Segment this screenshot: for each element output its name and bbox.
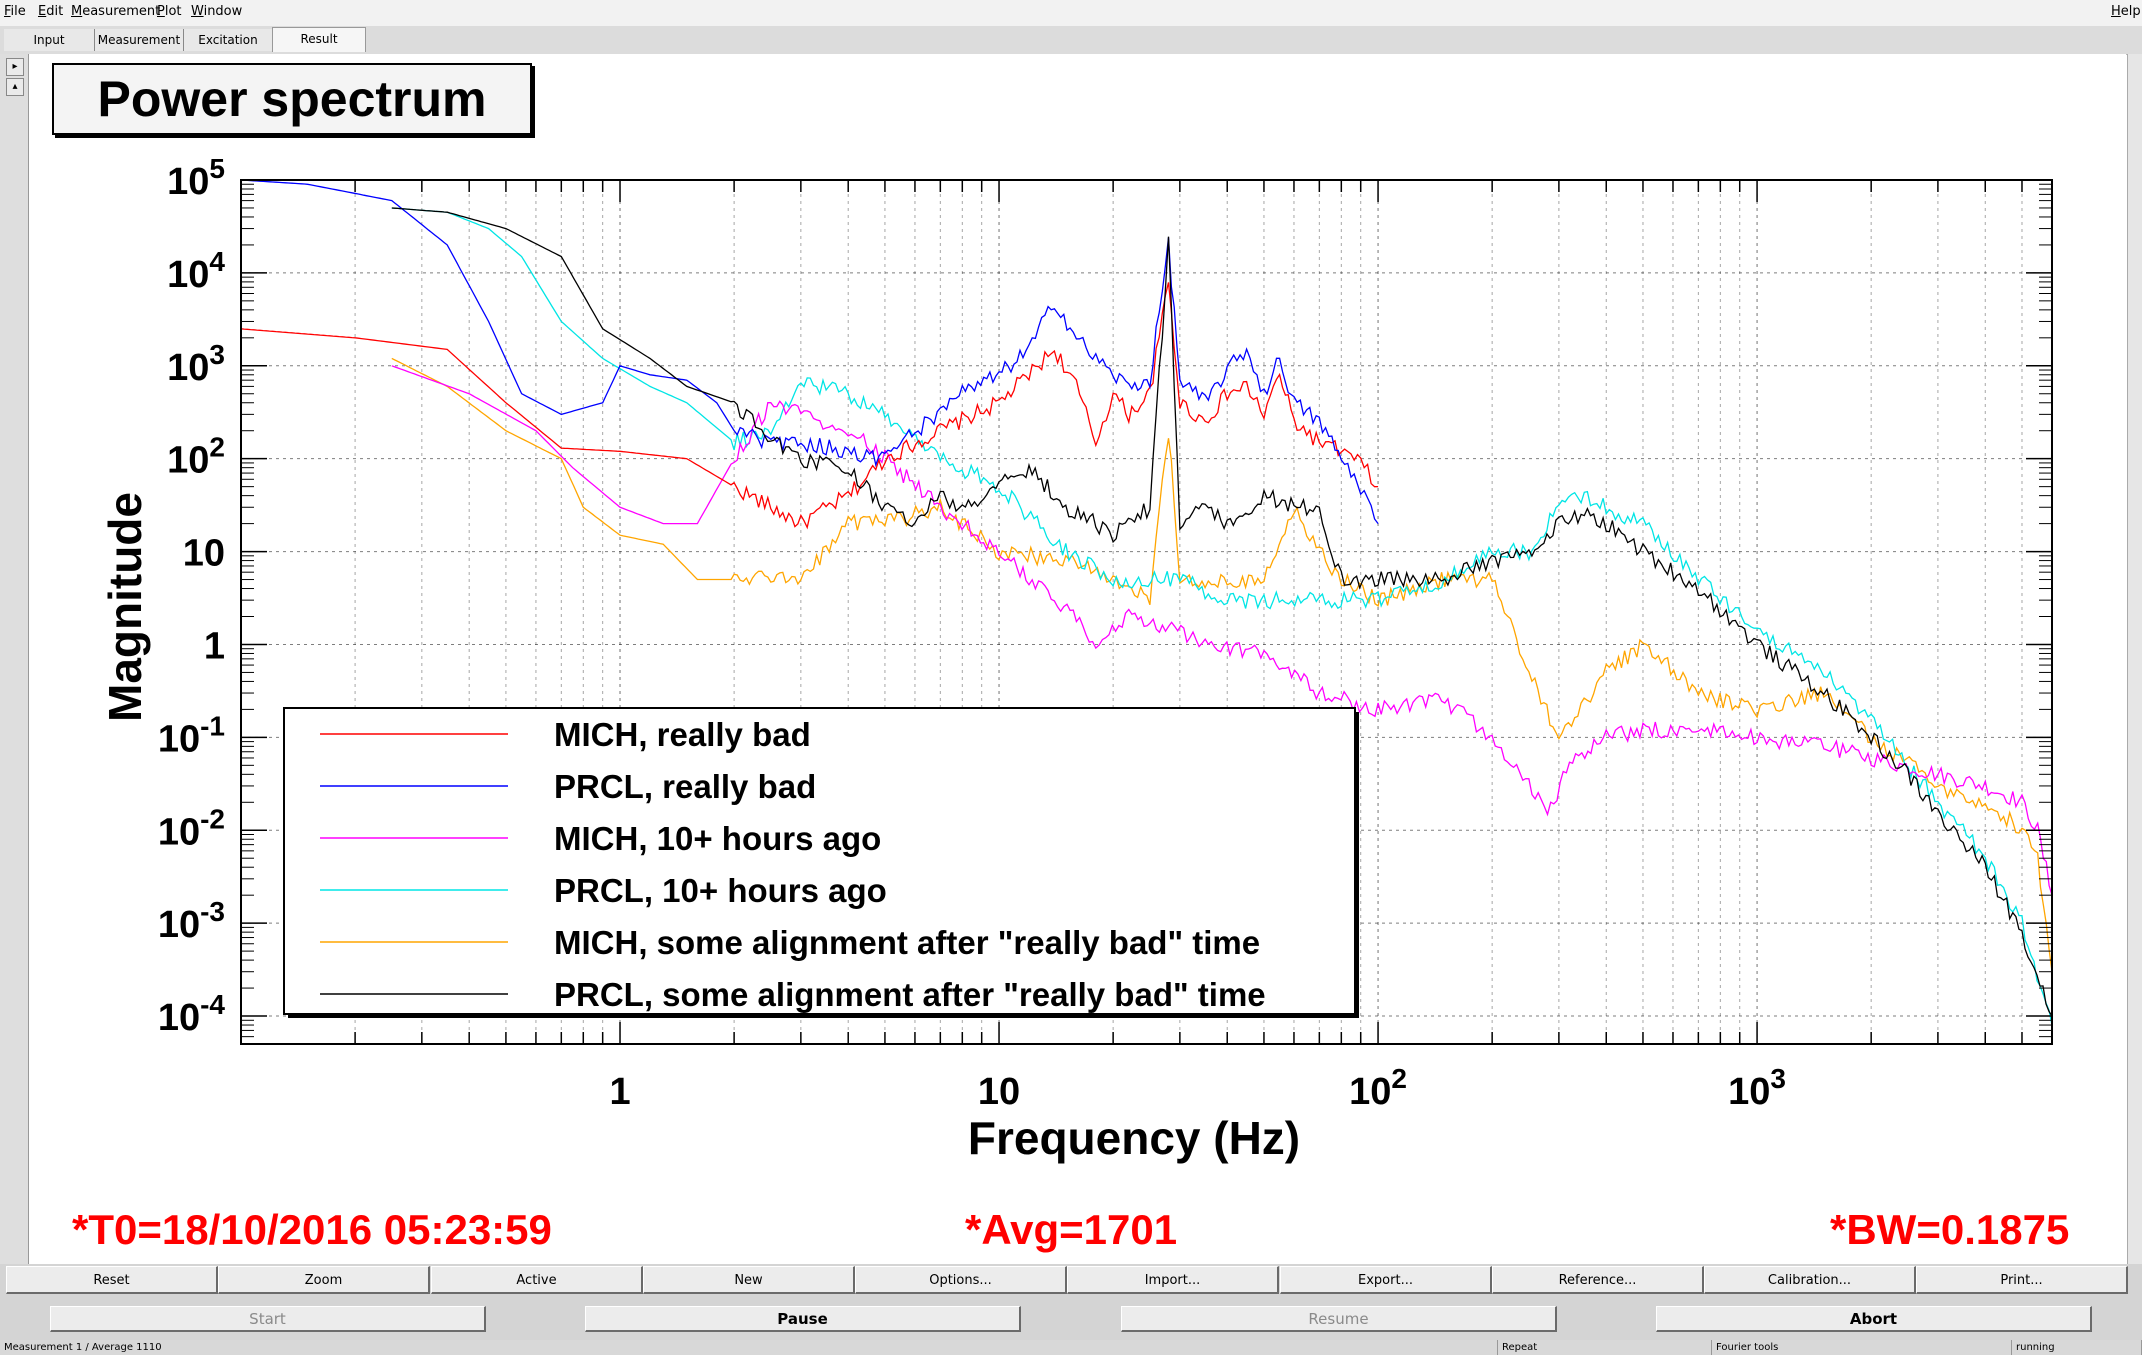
y-tick-label: 10-3 (158, 896, 225, 946)
export-button[interactable]: Export... (1280, 1266, 1492, 1294)
bw-label: *BW=0.1875 (1830, 1206, 2070, 1253)
plot-title-box: Power spectrum (52, 63, 532, 135)
x-tick-label: 10 (978, 1071, 1020, 1113)
menu-measurement[interactable]: Measurement (71, 4, 161, 19)
legend-label: PRCL, some alignment after "really bad" … (554, 976, 1266, 1013)
reference-button[interactable]: Reference... (1492, 1266, 1704, 1294)
status-state: running (2012, 1340, 2142, 1355)
y-tick-label: 103 (167, 339, 225, 389)
legend-label: MICH, really bad (554, 716, 811, 753)
y-tick-label: 10-2 (158, 803, 225, 853)
status-tools: Fourier tools (1712, 1340, 2012, 1355)
y-tick-label: 10-1 (158, 710, 225, 760)
zoom-button[interactable]: Zoom (218, 1266, 430, 1294)
status-measurement: Measurement 1 / Average 1110 (0, 1340, 1498, 1355)
y-tick-label: 105 (167, 153, 225, 203)
series-line (391, 357, 2053, 972)
legend-box (283, 707, 1356, 1015)
left-gutter: ▸ ▴ (0, 54, 29, 1264)
x-tick-label: 102 (1349, 1063, 1407, 1113)
plot-title: Power spectrum (97, 71, 487, 127)
active-button[interactable]: Active (431, 1266, 643, 1294)
y-tick-label: 1 (204, 625, 225, 667)
legend-label: MICH, some alignment after "really bad" … (554, 924, 1260, 961)
y-tick-label: 10-4 (158, 989, 226, 1039)
resume-button[interactable]: Resume (1121, 1306, 1557, 1332)
series-line (391, 207, 2053, 1017)
plot-canvas: 1 10 102 103 105 104 103 102 10 1 10-1 10-2 10-3 10-4… (29, 54, 2126, 1264)
chart: 1 10 102 10310510410310210110-110-210-310-4… (99, 153, 2053, 1164)
scroll-right-icon[interactable]: ▸ (6, 58, 24, 76)
tab-bar: Input Measurement Excitation Result (0, 26, 2142, 55)
legend-label: PRCL, 10+ hours ago (554, 872, 887, 909)
t0-label: *T0=18/10/2016 05:23:59 (72, 1206, 552, 1253)
menu-bar: File Edit Measurement Plot Window Help (0, 0, 2142, 26)
avg-label: *Avg=1701 (965, 1206, 1178, 1253)
x-tick-label: 1 (609, 1071, 630, 1113)
import-button[interactable]: Import... (1067, 1266, 1279, 1294)
y-axis-label: Magnitude (99, 492, 151, 722)
menu-edit[interactable]: Edit (38, 4, 64, 19)
pause-button[interactable]: Pause (585, 1306, 1021, 1332)
menu-window[interactable]: Window (191, 4, 243, 19)
plot-frame (240, 179, 2053, 1045)
series-line (391, 207, 2053, 1026)
calibration-button[interactable]: Calibration... (1704, 1266, 1916, 1294)
tab-measurement[interactable]: Measurement (95, 29, 184, 51)
series-group (240, 179, 2053, 1026)
toolbar-row: Reset Zoom Active New Options... Import.… (0, 1264, 2142, 1298)
start-button[interactable]: Start (50, 1306, 486, 1332)
series-line (240, 179, 1379, 524)
print-button[interactable]: Print... (1916, 1266, 2128, 1294)
y-tick-label: 102 (167, 432, 225, 482)
right-scrollbar[interactable] (2127, 54, 2142, 1264)
new-button[interactable]: New (643, 1266, 855, 1294)
legend-label: PRCL, really bad (554, 768, 816, 805)
y-tick-label: 104 (167, 246, 225, 296)
tab-result[interactable]: Result (272, 27, 366, 52)
scroll-up-icon[interactable]: ▴ (6, 78, 24, 96)
menu-plot[interactable]: Plot (157, 4, 182, 19)
status-repeat: Repeat (1498, 1340, 1712, 1355)
y-tick-label: 10 (183, 533, 225, 575)
menu-file[interactable]: File (4, 4, 26, 19)
menu-help[interactable]: Help (2111, 4, 2141, 19)
abort-button[interactable]: Abort (1656, 1306, 2092, 1332)
tab-input[interactable]: Input (4, 29, 95, 51)
reset-button[interactable]: Reset (6, 1266, 218, 1294)
series-line (391, 365, 2053, 896)
options-button[interactable]: Options... (855, 1266, 1067, 1294)
status-bar: Measurement 1 / Average 1110 Repeat Four… (0, 1340, 2142, 1355)
legend-label: MICH, 10+ hours ago (554, 820, 881, 857)
x-tick-label: 103 (1728, 1063, 1786, 1113)
x-axis-label: Frequency (Hz) (968, 1112, 1300, 1164)
series-line (240, 282, 1379, 530)
control-row: Start Pause Resume Abort (0, 1298, 2142, 1340)
tab-excitation[interactable]: Excitation (184, 29, 273, 51)
legend: MICH, really bad PRCL, really bad MICH, 10… (283, 707, 1359, 1018)
